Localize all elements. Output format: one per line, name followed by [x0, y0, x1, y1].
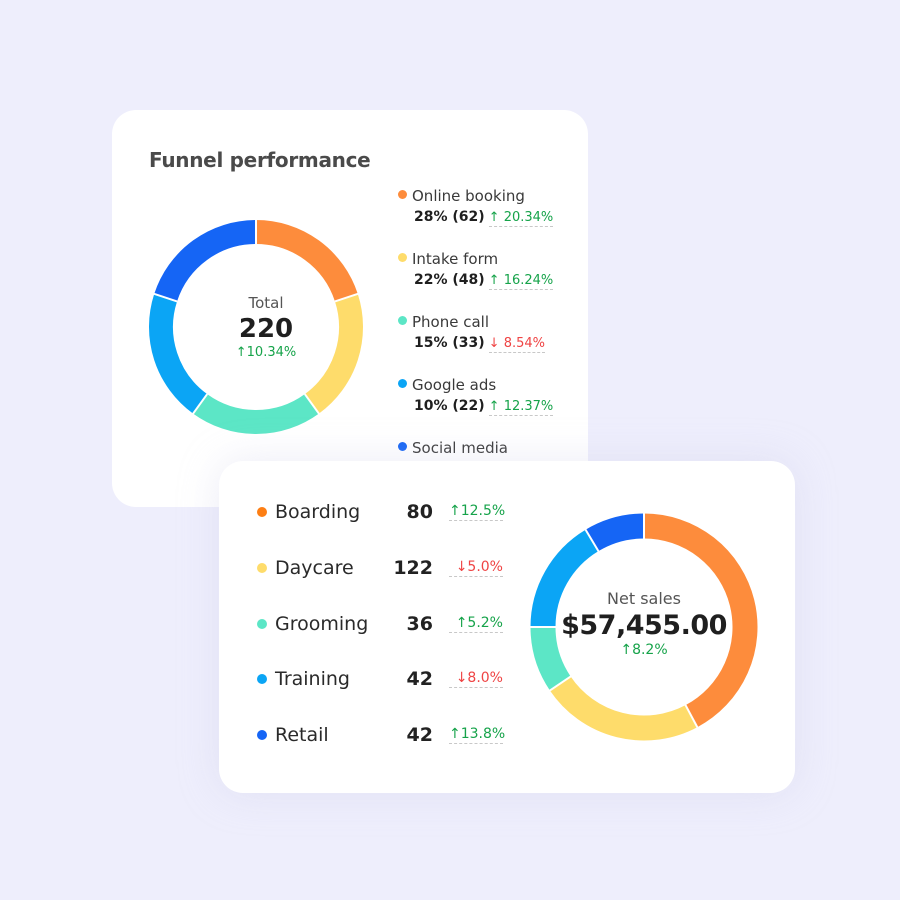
funnel-donut-chart: [149, 219, 363, 434]
funnel-performance-card: Funnel performance Total 220 ↑10.34% Onl…: [112, 110, 588, 507]
row-count: 36: [406, 613, 433, 635]
legend-item-intake-form[interactable]: Intake form 22% (48) ↑ 16.24%: [398, 249, 554, 290]
sales-row-daycare[interactable]: Daycare 122 ↓5.0%: [257, 556, 503, 580]
legend-change: ↑ 20.34%: [488, 210, 554, 227]
segment-social-media[interactable]: [154, 220, 257, 302]
row-change: ↓5.0%: [449, 559, 503, 577]
segment-online-booking[interactable]: [255, 220, 358, 302]
blue-dot-icon: [257, 730, 267, 740]
yellow-dot-icon: [257, 563, 267, 573]
light-blue-dot-icon: [398, 379, 407, 388]
legend-percent: 28%: [414, 209, 448, 225]
legend-label: Intake form: [412, 250, 499, 268]
row-count: 42: [406, 668, 433, 690]
teal-dot-icon: [398, 316, 407, 325]
legend-count: (33): [452, 335, 485, 351]
donut-center-value: 220: [238, 314, 294, 344]
legend-item-google-ads[interactable]: Google ads 10% (22) ↑ 12.37%: [398, 375, 554, 416]
row-change: ↑12.5%: [449, 503, 506, 521]
donut-center-label: Net sales: [607, 589, 681, 608]
legend-change: ↑ 12.37%: [488, 399, 554, 416]
row-label: Retail: [275, 724, 329, 746]
row-label: Boarding: [275, 501, 361, 523]
legend-change: ↓ 8.54%: [488, 336, 545, 353]
row-count: 42: [406, 724, 433, 746]
legend-count: (62): [452, 209, 485, 225]
legend-percent: 22%: [414, 272, 448, 288]
legend-change: ↑ 16.24%: [488, 273, 554, 290]
legend-label: Phone call: [412, 313, 490, 331]
segment-retail[interactable]: [585, 513, 645, 552]
segment-training[interactable]: [530, 529, 599, 628]
segment-boarding[interactable]: [643, 513, 758, 728]
sales-row-training[interactable]: Training 42 ↓8.0%: [257, 667, 503, 691]
row-change: ↓8.0%: [449, 670, 503, 688]
donut-center-change: ↑10.34%: [235, 345, 297, 360]
legend-item-online-booking[interactable]: Online booking 28% (62) ↑ 20.34%: [398, 186, 554, 227]
segment-daycare[interactable]: [549, 676, 698, 741]
legend-label: Online booking: [412, 187, 525, 205]
segment-phone-call[interactable]: [193, 393, 319, 434]
row-count: 80: [406, 501, 433, 523]
donut-center-label: Total: [248, 294, 284, 312]
sales-row-boarding[interactable]: Boarding 80 ↑12.5%: [257, 500, 506, 524]
row-count: 122: [393, 557, 433, 579]
yellow-dot-icon: [398, 253, 407, 262]
legend-percent: 10%: [414, 398, 448, 414]
legend-item-phone-call[interactable]: Phone call 15% (33) ↓ 8.54%: [398, 312, 545, 353]
sales-row-grooming[interactable]: Grooming 36 ↑5.2%: [257, 612, 503, 636]
orange-dot-icon: [398, 190, 407, 199]
blue-dot-icon: [398, 442, 407, 451]
segment-grooming[interactable]: [530, 626, 571, 691]
light-blue-dot-icon: [257, 674, 267, 684]
segment-google-ads[interactable]: [149, 293, 208, 414]
row-change: ↑5.2%: [449, 615, 503, 633]
row-label: Grooming: [275, 613, 369, 635]
card-title: Funnel performance: [149, 148, 371, 172]
donut-center-value: $57,455.00: [561, 610, 727, 641]
legend-percent: 15%: [414, 335, 448, 351]
net-sales-donut-chart: [530, 513, 758, 741]
sales-row-retail[interactable]: Retail 42 ↑13.8%: [257, 723, 506, 747]
net-sales-card: Boarding 80 ↑12.5% Daycare 122 ↓5.0% Gro…: [219, 461, 795, 793]
legend-label: Google ads: [412, 376, 497, 394]
row-label: Training: [275, 668, 350, 690]
teal-dot-icon: [257, 619, 267, 629]
legend-count: (48): [452, 272, 485, 288]
legend-count: (22): [452, 398, 485, 414]
row-change: ↑13.8%: [449, 726, 506, 744]
donut-center-change: ↑8.2%: [620, 642, 668, 658]
legend-item-social-media[interactable]: Social media: [398, 438, 508, 457]
orange-dot-icon: [257, 507, 267, 517]
row-label: Daycare: [275, 557, 354, 579]
legend-label: Social media: [412, 439, 508, 457]
segment-intake-form[interactable]: [304, 293, 363, 414]
